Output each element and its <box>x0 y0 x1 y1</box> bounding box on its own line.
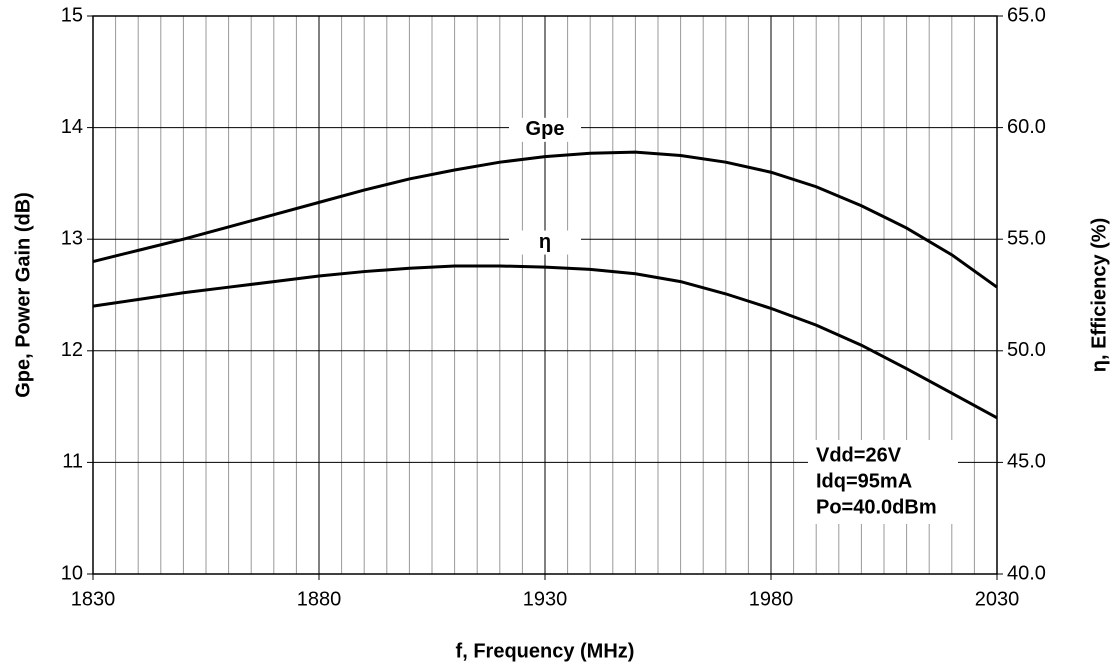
annotation: Po=40.0dBm <box>816 496 937 518</box>
series-label: η <box>539 231 551 253</box>
x-tick-label: 2030 <box>975 588 1020 610</box>
x-tick-label: 1880 <box>297 588 342 610</box>
x-axis-title: f, Frequency (MHz) <box>456 640 635 662</box>
annotation: Vdd=26V <box>816 444 902 466</box>
series-line <box>92 150 998 289</box>
y-tick-label: 13 <box>61 227 83 249</box>
y-tick-label: 15 <box>61 4 83 26</box>
y-tick-label: 14 <box>61 116 83 138</box>
y2-tick-label: 55.0 <box>1007 227 1046 249</box>
y2-tick-label: 40.0 <box>1007 562 1046 584</box>
annotation-bg <box>808 440 958 524</box>
y-axis-title: Gpe, Power Gain (dB) <box>12 192 34 398</box>
x-tick-label: 1830 <box>71 588 116 610</box>
y2-tick-label: 50.0 <box>1007 339 1046 361</box>
label-bg <box>509 117 581 142</box>
plot-frame <box>92 15 998 575</box>
x-tick-label: 1980 <box>749 588 794 610</box>
y-tick-label: 11 <box>62 451 83 473</box>
y-tick-label: 12 <box>61 339 83 361</box>
series-label: Gpe <box>526 118 565 140</box>
label-bg <box>509 230 581 255</box>
x-tick-label: 1930 <box>523 588 568 610</box>
y2-axis-title: η, Efficiency (%) <box>1088 218 1110 372</box>
y2-tick-label: 45.0 <box>1007 451 1046 473</box>
series-line <box>92 264 998 420</box>
y2-tick-label: 60.0 <box>1007 116 1046 138</box>
y2-tick-label: 65.0 <box>1007 4 1046 26</box>
annotation: Idq=95mA <box>816 470 912 492</box>
y-tick-label: 10 <box>61 562 83 584</box>
